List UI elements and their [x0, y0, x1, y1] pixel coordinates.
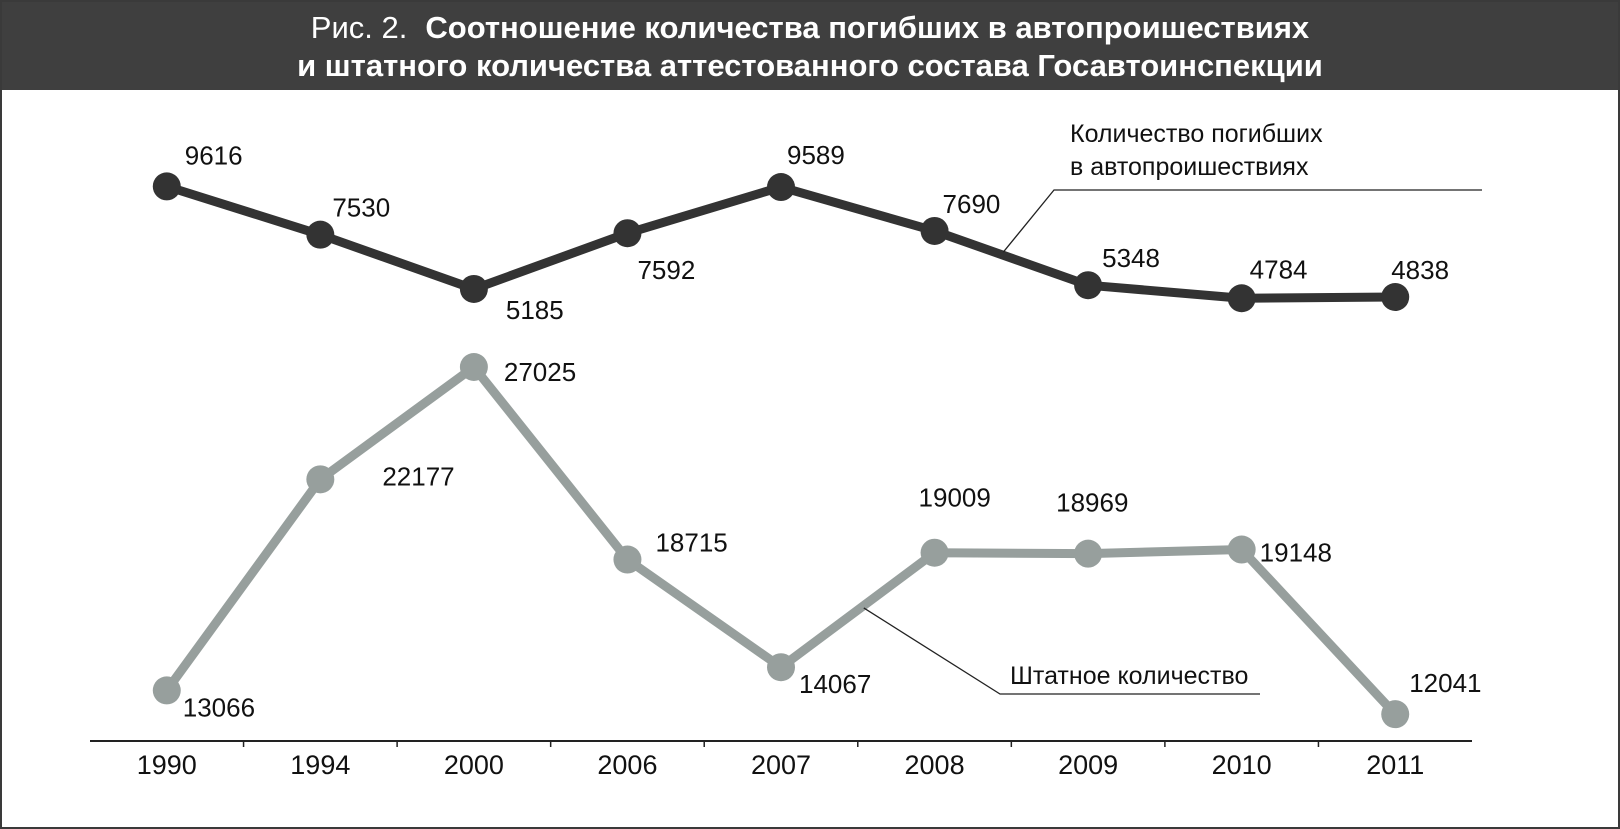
deaths-series-point: [1227, 284, 1256, 313]
deaths-series-data-label: 5348: [1102, 243, 1160, 273]
staff-series-point: [306, 465, 335, 494]
staff-series-point: [1074, 539, 1103, 568]
staff-series-point: [152, 676, 181, 705]
figure-title-part-2: и штатного количества аттестованного сос…: [297, 48, 1323, 83]
deaths-series-point: [459, 274, 488, 303]
deaths-series-point: [1074, 271, 1103, 300]
staff-series-data-label: 19009: [919, 483, 991, 513]
staff-series-data-label: 19148: [1260, 538, 1332, 568]
x-tick-label: 2000: [444, 750, 504, 780]
staff-series-point: [1381, 700, 1410, 729]
deaths-series-point: [767, 173, 795, 202]
deaths-series-data-label: 9589: [787, 140, 845, 170]
staff-series-point: [1227, 535, 1256, 564]
deaths-series-point: [920, 216, 949, 245]
deaths-series-data-label: 7592: [637, 255, 695, 285]
x-tick-label: 2010: [1212, 750, 1272, 780]
deaths-series-point: [1381, 283, 1410, 311]
figure-title-part-1: Соотношение количества погибших в автопр…: [425, 10, 1310, 45]
staff-series-point: [613, 545, 642, 574]
deaths-series-data-label: 5185: [506, 295, 564, 325]
staff-series-data-label: 22177: [382, 461, 454, 491]
x-tick-label: 2011: [1366, 750, 1424, 780]
deaths-series-data-label: 4784: [1250, 254, 1308, 284]
deaths-series-leader: [1002, 189, 1482, 253]
staff-series-data-label: 13066: [183, 692, 255, 722]
x-tick-label: 2009: [1058, 750, 1118, 780]
x-tick-label: 1990: [137, 750, 197, 780]
staff-series-point: [920, 538, 949, 567]
x-tick-label: 2008: [905, 750, 965, 780]
staff-series-label: Штатное количество: [1010, 662, 1248, 690]
staff-series-point: [459, 353, 488, 381]
deaths-series-data-label: 7530: [332, 193, 390, 223]
figure-number: Рис. 2.: [310, 10, 408, 45]
figure-title-bar: Рис. 2. Соотношение количества погибших в…: [2, 2, 1618, 90]
deaths-series-point: [306, 220, 335, 249]
staff-series-data-label: 27025: [504, 357, 576, 387]
deaths-series-label: Количество погибших: [1070, 120, 1323, 148]
title-line-1: Рис. 2. Соотношение количества погибших в…: [2, 9, 1618, 47]
staff-series-data-label: 18715: [655, 528, 727, 558]
deaths-series-label: в автопроишествиях: [1070, 153, 1309, 181]
staff-series-data-label: 12041: [1409, 668, 1481, 698]
x-tick-label: 1994: [290, 750, 350, 780]
deaths-series-data-label: 7690: [943, 189, 1001, 219]
deaths-series-point: [613, 219, 642, 248]
staff-series-data-label: 18969: [1056, 488, 1128, 518]
deaths-series-data-label: 9616: [185, 140, 243, 170]
x-tick-label: 2006: [597, 750, 657, 780]
x-tick-label: 2007: [751, 750, 811, 780]
staff-series-leader: [863, 607, 1260, 695]
staff-series-data-label: 14067: [799, 669, 871, 699]
deaths-series-point: [152, 172, 181, 201]
staff-series-point: [767, 653, 795, 682]
deaths-series-data-label: 4838: [1391, 255, 1449, 285]
